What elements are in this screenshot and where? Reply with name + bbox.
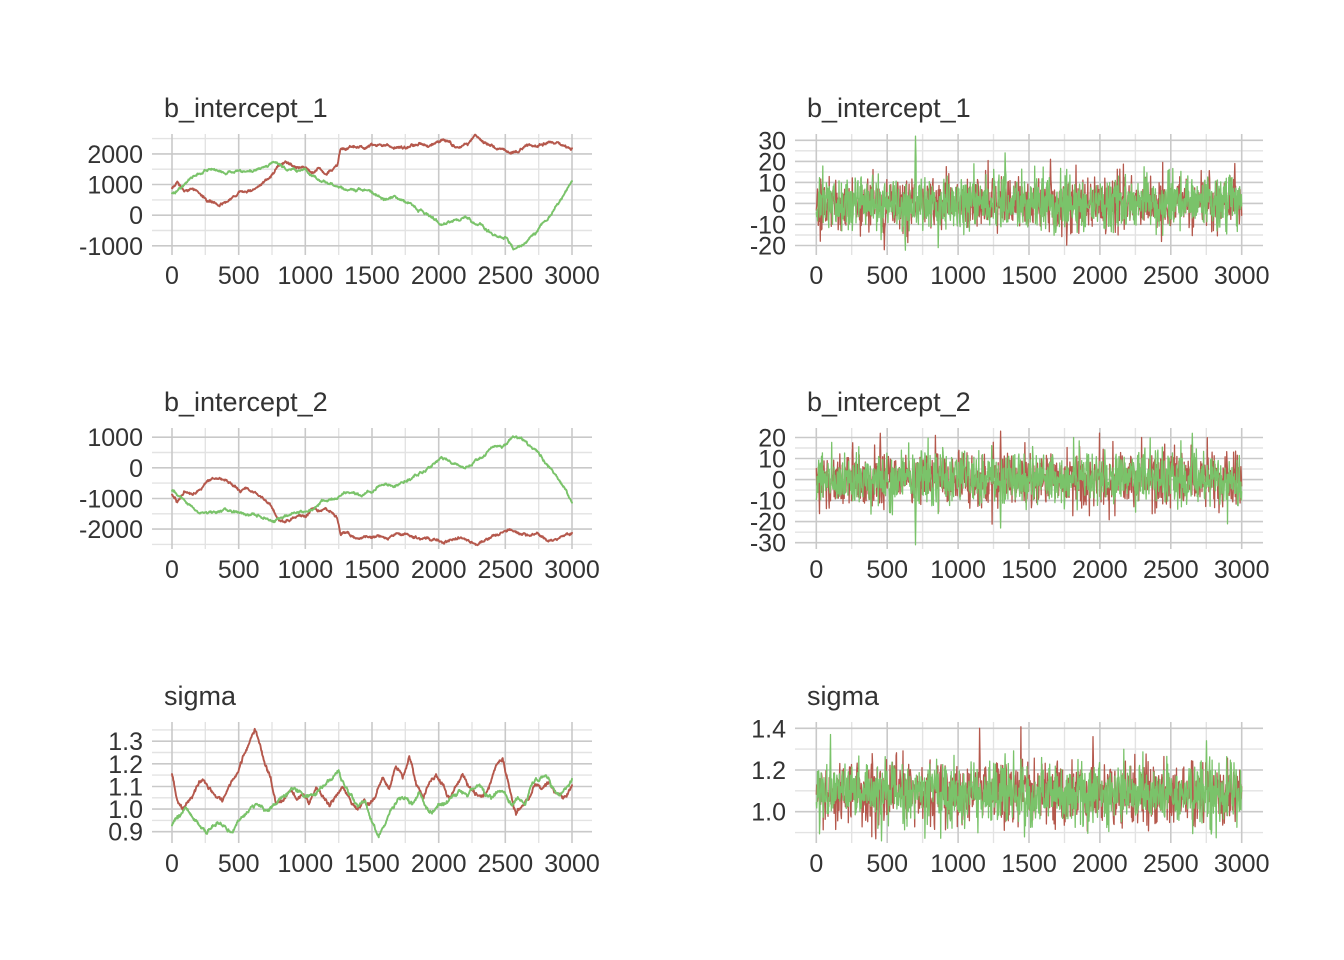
svg-text:0: 0 xyxy=(129,455,143,483)
svg-text:1500: 1500 xyxy=(344,262,400,290)
svg-text:1000: 1000 xyxy=(930,262,986,290)
svg-text:2500: 2500 xyxy=(477,262,533,290)
svg-text:2500: 2500 xyxy=(1143,850,1199,878)
svg-text:500: 500 xyxy=(866,556,908,584)
svg-text:1000: 1000 xyxy=(87,172,143,200)
svg-text:500: 500 xyxy=(218,262,260,290)
svg-text:2000: 2000 xyxy=(1072,850,1128,878)
svg-text:1500: 1500 xyxy=(1001,262,1057,290)
svg-text:1500: 1500 xyxy=(344,850,400,878)
svg-text:-20: -20 xyxy=(750,233,786,261)
svg-text:2500: 2500 xyxy=(477,850,533,878)
svg-text:3000: 3000 xyxy=(1214,556,1270,584)
svg-text:sigma: sigma xyxy=(807,681,880,711)
svg-text:1.4: 1.4 xyxy=(751,715,786,743)
svg-text:1500: 1500 xyxy=(1001,556,1057,584)
svg-text:-20: -20 xyxy=(750,509,786,537)
svg-text:b_intercept_1: b_intercept_1 xyxy=(164,93,328,123)
svg-text:500: 500 xyxy=(866,850,908,878)
svg-text:10: 10 xyxy=(758,169,786,197)
svg-text:2000: 2000 xyxy=(1072,556,1128,584)
svg-text:1500: 1500 xyxy=(1001,850,1057,878)
svg-text:20: 20 xyxy=(758,148,786,176)
svg-text:b_intercept_1: b_intercept_1 xyxy=(807,93,971,123)
svg-text:-10: -10 xyxy=(750,212,786,240)
svg-text:2000: 2000 xyxy=(1072,262,1128,290)
svg-text:1000: 1000 xyxy=(930,556,986,584)
svg-text:3000: 3000 xyxy=(544,850,600,878)
svg-text:1.0: 1.0 xyxy=(751,799,786,827)
svg-text:1.1: 1.1 xyxy=(108,774,143,802)
svg-text:10: 10 xyxy=(758,446,786,474)
svg-text:3000: 3000 xyxy=(544,262,600,290)
svg-text:0: 0 xyxy=(129,202,143,230)
svg-text:3000: 3000 xyxy=(1214,262,1270,290)
svg-text:2000: 2000 xyxy=(87,141,143,169)
svg-text:0: 0 xyxy=(809,850,823,878)
svg-text:1500: 1500 xyxy=(344,556,400,584)
svg-text:0: 0 xyxy=(165,556,179,584)
svg-text:0: 0 xyxy=(165,850,179,878)
svg-text:0.9: 0.9 xyxy=(108,819,143,847)
trace-panel-sigma-scaled: sigma 1.4 1.2 1.0 0 500 1000 1500 2000 2500 3000 xyxy=(751,681,1270,878)
svg-text:-10: -10 xyxy=(750,488,786,516)
svg-text:-1000: -1000 xyxy=(79,233,143,261)
svg-text:2500: 2500 xyxy=(477,556,533,584)
trace-panel-sigma-unscaled: sigma 1.31.21.11.00.9 0 500 1000 1500 2000 2500… xyxy=(108,681,600,878)
svg-text:sigma: sigma xyxy=(164,681,237,711)
svg-text:1000: 1000 xyxy=(277,556,333,584)
svg-text:3000: 3000 xyxy=(544,556,600,584)
svg-text:-1000: -1000 xyxy=(79,486,143,514)
svg-text:2000: 2000 xyxy=(411,262,467,290)
svg-text:0: 0 xyxy=(165,262,179,290)
svg-text:0: 0 xyxy=(809,262,823,290)
svg-text:0: 0 xyxy=(772,467,786,495)
svg-text:1000: 1000 xyxy=(277,262,333,290)
svg-text:1.2: 1.2 xyxy=(751,757,786,785)
svg-text:-30: -30 xyxy=(750,530,786,558)
svg-text:1.3: 1.3 xyxy=(108,728,143,756)
svg-text:30: 30 xyxy=(758,127,786,155)
svg-text:1000: 1000 xyxy=(277,850,333,878)
svg-text:3000: 3000 xyxy=(1214,850,1270,878)
svg-text:-2000: -2000 xyxy=(79,516,143,544)
svg-text:500: 500 xyxy=(866,262,908,290)
svg-text:20: 20 xyxy=(758,425,786,453)
svg-text:1.0: 1.0 xyxy=(108,796,143,824)
svg-text:1.2: 1.2 xyxy=(108,751,143,779)
svg-text:500: 500 xyxy=(218,556,260,584)
svg-text:500: 500 xyxy=(218,850,260,878)
svg-text:2500: 2500 xyxy=(1143,262,1199,290)
svg-text:0: 0 xyxy=(809,556,823,584)
svg-text:b_intercept_2: b_intercept_2 xyxy=(807,387,971,417)
svg-text:2000: 2000 xyxy=(411,556,467,584)
svg-text:2000: 2000 xyxy=(411,850,467,878)
svg-text:1000: 1000 xyxy=(930,850,986,878)
svg-text:2500: 2500 xyxy=(1143,556,1199,584)
svg-text:b_intercept_2: b_intercept_2 xyxy=(164,387,328,417)
svg-text:0: 0 xyxy=(772,190,786,218)
trace-panel-b-intercept-2-unscaled: b_intercept_2 1000 0 -1000-2000 0 500 1000 1500… xyxy=(79,387,600,584)
svg-text:1000: 1000 xyxy=(87,424,143,452)
